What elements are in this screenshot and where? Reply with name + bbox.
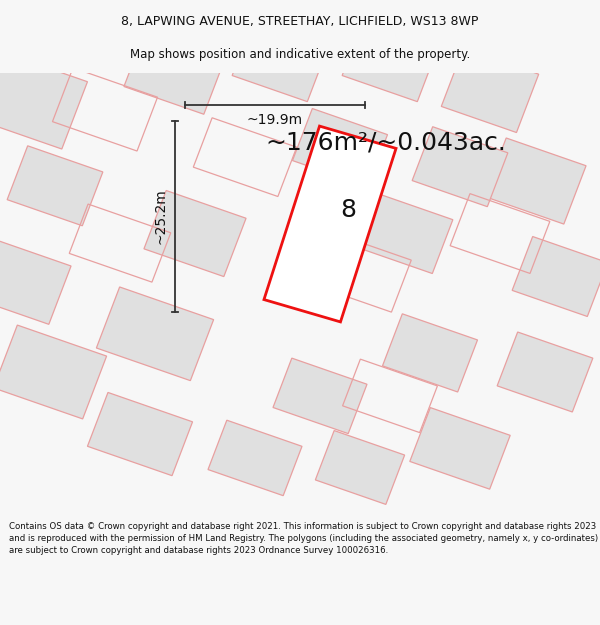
Polygon shape (484, 138, 586, 224)
Polygon shape (412, 127, 508, 207)
Polygon shape (0, 51, 88, 149)
Polygon shape (232, 22, 328, 102)
Polygon shape (410, 408, 510, 489)
Polygon shape (316, 431, 404, 504)
Polygon shape (124, 28, 226, 114)
Text: Map shows position and indicative extent of the property.: Map shows position and indicative extent… (130, 48, 470, 61)
Polygon shape (512, 236, 600, 316)
Text: 8, LAPWING AVENUE, STREETHAY, LICHFIELD, WS13 8WP: 8, LAPWING AVENUE, STREETHAY, LICHFIELD,… (121, 16, 479, 28)
Polygon shape (273, 358, 367, 434)
Text: ~19.9m: ~19.9m (247, 113, 303, 127)
Polygon shape (292, 109, 388, 187)
Text: 8: 8 (340, 198, 356, 222)
Polygon shape (497, 332, 593, 412)
Polygon shape (88, 392, 193, 476)
Polygon shape (0, 325, 107, 419)
Polygon shape (144, 191, 246, 277)
Polygon shape (342, 22, 438, 102)
Text: Contains OS data © Crown copyright and database right 2021. This information is : Contains OS data © Crown copyright and d… (9, 522, 598, 554)
Polygon shape (382, 314, 478, 392)
Polygon shape (97, 287, 214, 381)
Polygon shape (441, 48, 539, 132)
Polygon shape (208, 420, 302, 496)
Text: ~176m²/~0.043ac.: ~176m²/~0.043ac. (265, 131, 506, 155)
Polygon shape (7, 146, 103, 226)
Polygon shape (264, 126, 396, 322)
Polygon shape (0, 238, 71, 324)
Polygon shape (357, 194, 453, 274)
Text: ~25.2m: ~25.2m (154, 189, 168, 244)
